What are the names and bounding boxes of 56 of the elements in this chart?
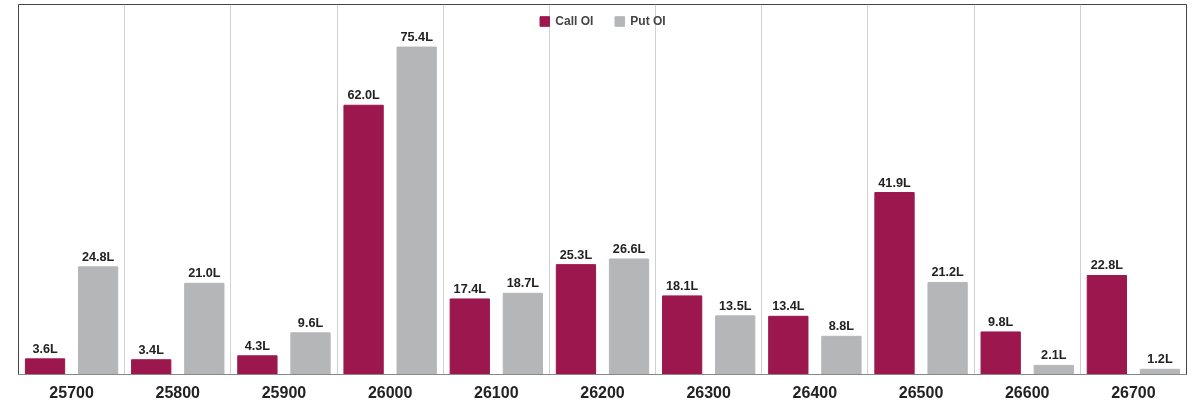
x-tick-label: 26700 (1111, 383, 1156, 401)
x-tick-label: 25800 (155, 383, 201, 401)
bar (77, 266, 119, 375)
bar (927, 281, 968, 375)
data-label: 26.6L (612, 241, 646, 256)
bar (184, 282, 225, 375)
bar (449, 298, 490, 375)
bar (131, 359, 172, 375)
bar (502, 292, 544, 375)
bar (396, 46, 437, 375)
bar (1086, 274, 1128, 375)
data-label: 3.6L (32, 341, 58, 356)
data-label: 18.7L (506, 276, 540, 291)
data-label: 13.4L (772, 299, 805, 314)
bar (1033, 364, 1074, 375)
data-label: 18.1L (665, 278, 699, 293)
x-tick-label: 26100 (474, 383, 519, 401)
bar (24, 358, 66, 375)
bar (980, 331, 1021, 375)
x-tick-label: 26400 (792, 383, 838, 401)
data-label: 25.3L (559, 247, 593, 262)
data-label: 4.3L (244, 338, 271, 353)
bar (290, 332, 331, 375)
bar (715, 315, 756, 375)
bar (768, 315, 809, 375)
data-label: 24.8L (81, 249, 115, 264)
bar (237, 355, 278, 375)
data-label: 9.8L (988, 314, 1014, 329)
data-label: 9.6L (297, 315, 324, 330)
bar (343, 104, 384, 375)
x-tick-label: 26500 (898, 383, 944, 401)
data-label: 13.5L (719, 298, 752, 313)
legend-label: Call OI (555, 14, 594, 28)
data-label: 8.8L (828, 319, 855, 334)
data-label: 62.0L (347, 88, 381, 103)
x-tick-label: 25700 (49, 383, 94, 401)
data-label: 1.2L (1147, 352, 1173, 367)
legend-label: Put OI (630, 14, 666, 28)
bar (555, 264, 597, 375)
bar (661, 295, 703, 375)
data-label: 41.9L (878, 175, 911, 190)
bar (874, 192, 915, 375)
x-tick-label: 26300 (686, 383, 732, 401)
x-tick-label: 26200 (580, 383, 625, 401)
data-label: 75.4L (400, 30, 434, 45)
data-label: 21.2L (931, 265, 965, 280)
data-label: 17.4L (453, 281, 487, 296)
data-label: 3.4L (138, 342, 165, 357)
data-label: 21.0L (188, 266, 221, 281)
x-tick-label: 26000 (367, 383, 413, 401)
data-label: 22.8L (1090, 258, 1124, 273)
x-tick-label: 25900 (261, 383, 307, 401)
bar (608, 258, 650, 375)
bar (821, 335, 862, 375)
x-tick-label: 26600 (1004, 383, 1050, 401)
data-label: 2.1L (1041, 348, 1067, 363)
